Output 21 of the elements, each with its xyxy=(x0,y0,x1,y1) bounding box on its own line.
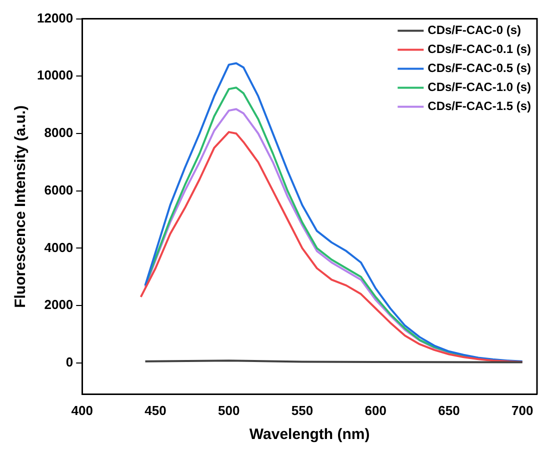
x-tick-label: 400 xyxy=(71,402,93,418)
x-tick-label: 450 xyxy=(144,402,166,418)
y-tick-label: 4000 xyxy=(44,240,74,255)
x-tick-label: 550 xyxy=(291,402,314,418)
y-tick-label: 6000 xyxy=(44,182,74,198)
x-axis-title: Wavelength (nm) xyxy=(249,426,370,444)
legend-label: CDs/F-CAC-0 (s) xyxy=(428,23,521,38)
y-tick-label: 0 xyxy=(66,354,74,370)
legend-label: CDs/F-CAC-1.5 (s) xyxy=(428,99,532,114)
x-tick-label: 600 xyxy=(364,402,386,418)
x-tick-label: 500 xyxy=(218,402,240,418)
x-tick-label: 700 xyxy=(511,402,534,418)
y-tick-label: 2000 xyxy=(44,297,74,312)
legend-label: CDs/F-CAC-1.0 (s) xyxy=(428,80,532,94)
legend-label: CDs/F-CAC-0.5 (s) xyxy=(428,61,532,76)
y-tick-label: 12000 xyxy=(36,10,74,26)
y-tick-label: 10000 xyxy=(36,68,74,83)
y-axis-title: Fluorescence Intensity (a.u.) xyxy=(12,105,30,308)
legend-label: CDs/F-CAC-0.1 (s) xyxy=(428,42,532,56)
y-tick-label: 8000 xyxy=(44,125,74,140)
x-tick-label: 650 xyxy=(438,402,460,418)
